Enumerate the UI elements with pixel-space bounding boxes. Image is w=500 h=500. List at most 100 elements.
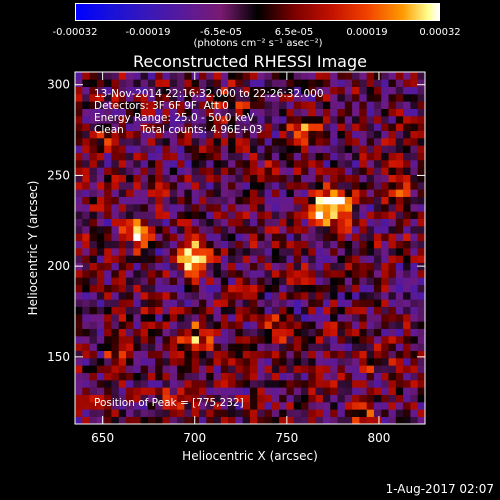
- heatmap-cell: [417, 218, 426, 227]
- heatmap-cell: [352, 204, 360, 212]
- heatmap-cell: [315, 218, 324, 227]
- heatmap-cell: [381, 152, 389, 161]
- heatmap-cell: [198, 314, 207, 322]
- heatmap-cell: [257, 123, 265, 131]
- heatmap-cell: [206, 204, 214, 212]
- footer-date: 1-Aug-2017 02:07: [385, 482, 494, 496]
- heatmap-cell: [395, 72, 404, 80]
- heatmap-cell: [133, 270, 141, 278]
- heatmap-cell: [169, 372, 178, 381]
- heatmap-cell: [162, 387, 171, 395]
- heatmap-cell: [366, 196, 375, 205]
- heatmap-cell: [417, 86, 426, 95]
- heatmap-cell: [140, 101, 149, 109]
- heatmap-cell: [322, 416, 331, 425]
- heatmap-cell: [352, 94, 360, 102]
- heatmap-cell: [366, 262, 375, 271]
- heatmap-cell: [352, 130, 360, 139]
- heatmap-cell: [111, 145, 120, 153]
- heatmap-cell: [133, 123, 141, 131]
- heatmap-cell: [257, 409, 265, 417]
- heatmap-cell: [286, 182, 295, 190]
- heatmap-cell: [140, 321, 149, 329]
- heatmap-cell: [177, 160, 185, 168]
- heatmap-cell: [169, 365, 178, 373]
- heatmap-cell: [111, 409, 120, 417]
- heatmap-cell: [228, 204, 236, 212]
- heatmap-cell: [162, 284, 171, 293]
- heatmap-cell: [242, 343, 251, 351]
- heatmap-cell: [257, 160, 265, 168]
- heatmap-cell: [293, 380, 302, 388]
- heatmap-cell: [293, 108, 302, 117]
- heatmap-cell: [191, 130, 200, 139]
- heatmap-cell: [388, 123, 397, 131]
- heatmap-cell: [264, 182, 273, 190]
- heatmap-cell: [330, 372, 338, 381]
- heatmap-cell: [366, 270, 375, 278]
- heatmap-cell: [147, 182, 156, 190]
- heatmap-cell: [162, 72, 171, 80]
- heatmap-cell: [213, 94, 222, 102]
- heatmap-cell: [264, 145, 273, 153]
- heatmap-cell: [271, 196, 280, 205]
- heatmap-cell: [315, 130, 324, 139]
- heatmap-cell: [381, 262, 389, 271]
- heatmap-cell: [75, 321, 83, 329]
- heatmap-cell: [111, 174, 120, 183]
- heatmap-cell: [177, 409, 185, 417]
- heatmap-cell: [308, 189, 316, 197]
- heatmap-cell: [177, 292, 185, 300]
- heatmap-cell: [75, 292, 83, 300]
- heatmap-cell: [162, 314, 171, 322]
- heatmap-cell: [118, 416, 127, 425]
- heatmap-cell: [279, 255, 287, 263]
- heatmap-cell: [162, 218, 171, 227]
- heatmap-cell: [293, 94, 302, 102]
- heatmap-cell: [220, 321, 229, 329]
- heatmap-cell: [250, 306, 258, 315]
- heatmap-cell: [403, 182, 411, 190]
- heatmap-cell: [235, 321, 244, 329]
- heatmap-cell: [191, 387, 200, 395]
- heatmap-cell: [344, 182, 353, 190]
- heatmap-cell: [133, 380, 141, 388]
- heatmap-cell: [293, 372, 302, 381]
- heatmap-cell: [352, 108, 360, 117]
- heatmap-cell: [133, 152, 141, 161]
- heatmap-cell: [147, 94, 156, 102]
- heatmap-cell: [235, 204, 244, 212]
- heatmap-cell: [330, 328, 338, 337]
- heatmap-cell: [169, 152, 178, 161]
- heatmap-cell: [96, 416, 105, 425]
- heatmap-cell: [271, 350, 280, 359]
- heatmap-cell: [191, 226, 200, 234]
- heatmap-cell: [133, 306, 141, 315]
- heatmap-cell: [104, 189, 112, 197]
- heatmap-cell: [177, 108, 185, 117]
- heatmap-cell: [366, 211, 375, 219]
- heatmap-cell: [235, 211, 244, 219]
- heatmap-cell: [228, 108, 236, 117]
- heatmap-cell: [301, 233, 309, 241]
- heatmap-cell: [206, 336, 214, 344]
- heatmap-cell: [96, 196, 105, 205]
- heatmap-cell: [133, 402, 141, 410]
- heatmap-cell: [308, 94, 316, 102]
- heatmap-cell: [352, 152, 360, 161]
- heatmap-cell: [286, 270, 295, 278]
- heatmap-cell: [184, 262, 192, 271]
- heatmap-cell: [293, 182, 302, 190]
- heatmap-cell: [271, 138, 280, 146]
- heatmap-cell: [344, 94, 353, 102]
- heatmap-cell: [96, 233, 105, 241]
- heatmap-cell: [330, 152, 338, 161]
- heatmap-cell: [96, 380, 105, 388]
- heatmap-cell: [279, 226, 287, 234]
- heatmap-cell: [250, 416, 258, 425]
- heatmap-cell: [206, 218, 214, 227]
- heatmap-cell: [118, 72, 127, 80]
- heatmap-cell: [82, 350, 90, 359]
- heatmap-cell: [111, 248, 120, 256]
